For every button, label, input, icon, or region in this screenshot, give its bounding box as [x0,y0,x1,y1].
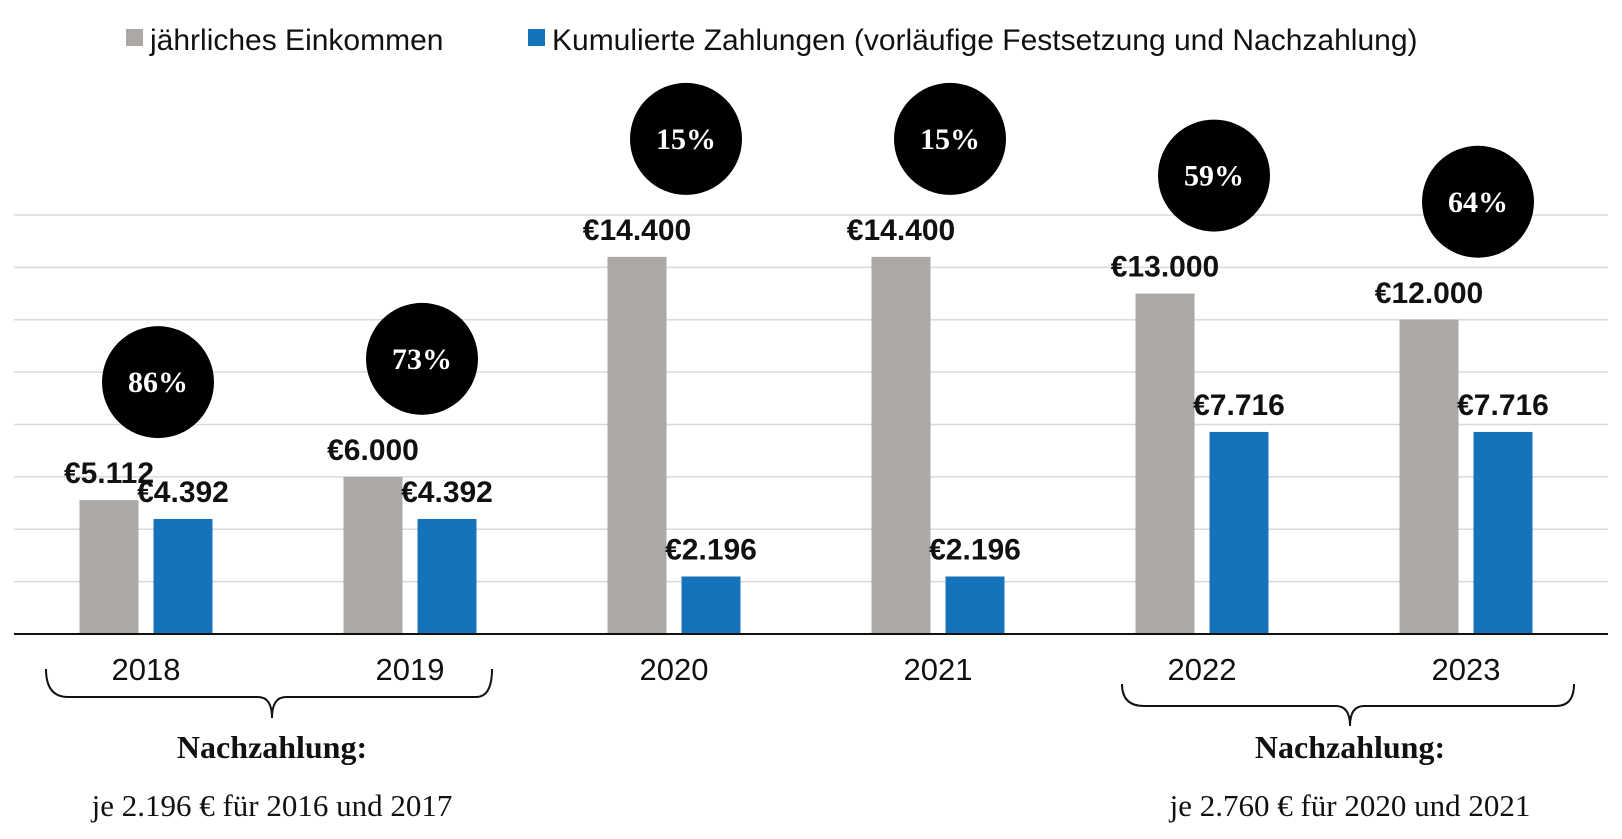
annotation-left-text: je 2.196 € für 2016 und 2017 [91,788,453,823]
bar-income-2021 [871,256,931,634]
percentage-circle-2020 [630,82,742,195]
data-label-payments-2020: €2.196 [665,533,757,566]
bar-payments-2022 [1209,431,1269,634]
data-label-income-2019: €6.000 [327,434,419,467]
percentage-label-2020: 15% [656,123,716,156]
percentage-circle-2021 [894,82,1006,195]
percentage-label-2018: 86% [128,366,188,399]
bar-income-2022 [1135,293,1195,634]
gridlines [14,214,1608,583]
percentage-label-2019: 73% [392,343,452,376]
legend: jährliches Einkommen Kumulierte Zahlunge… [126,24,1418,57]
x-tick-2019: 2019 [376,652,445,687]
legend-label-payments: Kumulierte Zahlungen (vorläufige Festset… [552,24,1418,57]
bar-payments-2020 [681,576,741,634]
bar-income-2018 [79,500,139,634]
data-label-income-2022: €13.000 [1111,251,1219,284]
percentage-label-2021: 15% [920,123,980,156]
data-label-payments-2018: €4.392 [137,476,229,509]
legend-label-income: jährliches Einkommen [149,24,443,57]
bar-income-2020 [607,256,667,634]
x-tick-labels: 2018 2019 2020 2021 2022 2023 [112,652,1501,687]
data-label-payments-2021: €2.196 [929,533,1021,566]
data-label-payments-2022: €7.716 [1193,389,1285,422]
percentage-circle-2018 [102,326,214,439]
data-labels: €5.112€4.392€6.000€4.392€14.400€2.196€14… [64,214,1549,567]
x-tick-2022: 2022 [1168,652,1237,687]
percentage-label-2023: 64% [1448,186,1508,219]
annotation-right-title: Nachzahlung: [1255,729,1445,765]
legend-swatch-payments [528,29,545,46]
bar-income-2023 [1399,319,1459,634]
data-label-income-2023: €12.000 [1375,277,1483,310]
x-tick-2020: 2020 [640,652,709,687]
bar-payments-2021 [945,576,1005,634]
percentage-circle-2022 [1158,119,1270,232]
data-label-income-2020: €14.400 [583,214,691,247]
bar-payments-2018 [153,518,213,634]
data-label-income-2021: €14.400 [847,214,955,247]
brace-left [45,668,493,719]
data-label-payments-2023: €7.716 [1457,389,1549,422]
legend-swatch-income [126,29,143,46]
percentage-circle-2019 [366,302,478,415]
data-label-income-2018: €5.112 [64,457,154,490]
percentage-label-2022: 59% [1184,160,1244,193]
x-tick-2023: 2023 [1432,652,1501,687]
bar-payments-2019 [417,518,477,634]
percentage-badges: 86% 73% 15% 15% 59% 64% [102,82,1534,439]
bar-income-2019 [343,476,403,634]
percentage-circle-2023 [1422,145,1534,258]
x-tick-2021: 2021 [904,652,973,687]
annotation-left-title: Nachzahlung: [177,729,367,765]
annotation-right-text: je 2.760 € für 2020 und 2021 [1169,788,1531,823]
bars [79,256,1533,634]
data-label-payments-2019: €4.392 [401,476,493,509]
brace-right [1121,683,1575,727]
bar-payments-2023 [1473,431,1533,634]
x-tick-2018: 2018 [112,652,181,687]
